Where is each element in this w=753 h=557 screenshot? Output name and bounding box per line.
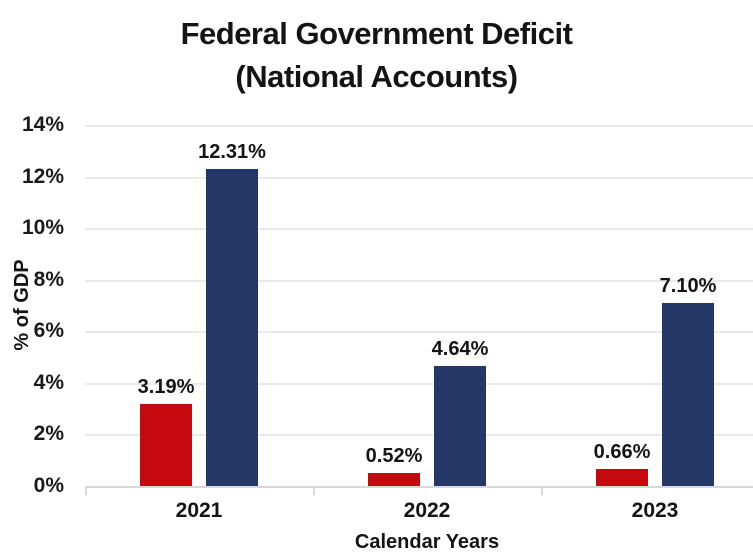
gridline — [85, 125, 753, 127]
chart-title: Federal Government Deficit (National Acc… — [0, 12, 753, 98]
y-tick-label: 4% — [33, 371, 64, 394]
x-axis-line — [85, 486, 753, 488]
x-axis-tick — [313, 488, 315, 495]
y-tick-label: 12% — [21, 165, 64, 188]
gridline — [85, 383, 753, 385]
bar-navy-series-2021 — [206, 169, 258, 486]
y-tick-label: 6% — [33, 319, 64, 342]
bar-label-navy-series-2021: 12.31% — [198, 141, 266, 163]
chart-title-line1: Federal Government Deficit — [180, 16, 573, 51]
bar-label-red-series-2023: 0.66% — [593, 441, 651, 463]
bar-label-navy-series-2023: 7.10% — [659, 275, 717, 297]
bar-label-red-series-2021: 3.19% — [137, 376, 195, 398]
bar-navy-series-2023 — [662, 303, 714, 486]
bar-label-red-series-2022: 0.52% — [365, 445, 423, 467]
y-tick-label: 14% — [21, 113, 64, 136]
y-tick-label: 8% — [33, 268, 64, 291]
chart-title-line2: (National Accounts) — [235, 59, 518, 94]
x-axis-tick — [85, 488, 87, 495]
bar-red-series-2023 — [596, 469, 648, 486]
y-tick-label: 2% — [33, 422, 64, 445]
gridline — [85, 280, 753, 282]
x-category-label-2021: 2021 — [175, 499, 223, 522]
gridline — [85, 228, 753, 230]
gridline — [85, 434, 753, 436]
bar-red-series-2021 — [140, 404, 192, 486]
gridline — [85, 331, 753, 333]
bar-red-series-2022 — [368, 473, 420, 486]
x-axis-tick — [541, 488, 543, 495]
x-category-label-2023: 2023 — [631, 499, 679, 522]
gridline — [85, 177, 753, 179]
x-axis-title: Calendar Years — [354, 531, 500, 553]
y-axis-title: % of GDP — [11, 259, 33, 351]
y-tick-label: 10% — [21, 216, 64, 239]
x-category-label-2022: 2022 — [403, 499, 451, 522]
bar-navy-series-2022 — [434, 366, 486, 486]
y-tick-label: 0% — [33, 474, 64, 497]
bar-label-navy-series-2022: 4.64% — [431, 338, 489, 360]
